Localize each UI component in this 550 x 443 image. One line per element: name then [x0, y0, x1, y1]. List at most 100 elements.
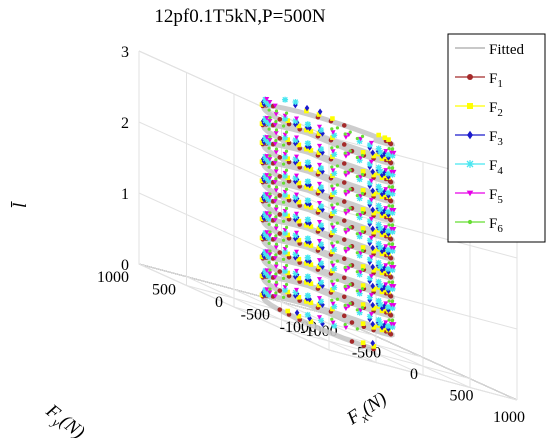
series-point [355, 270, 359, 274]
series-point [375, 145, 382, 152]
series-f5 [264, 97, 397, 330]
series-point [389, 209, 396, 216]
series-point [262, 191, 269, 198]
series-point [293, 287, 300, 293]
series-point [308, 129, 314, 134]
series-point [388, 188, 394, 193]
legend-label: Fitted [489, 42, 525, 58]
series-point [356, 195, 363, 202]
series-point [348, 263, 352, 268]
series-point [371, 306, 377, 311]
legend-entry-f1: F1 [455, 71, 503, 90]
series-point [281, 257, 286, 261]
series-point [265, 272, 272, 279]
legend-box [447, 33, 546, 243]
series-point [273, 169, 279, 174]
series-point [274, 177, 278, 181]
series-point [316, 150, 322, 155]
series-point [358, 308, 364, 313]
series-point [356, 214, 363, 221]
series-point [360, 207, 366, 212]
series-point [318, 279, 325, 286]
series-point [304, 254, 311, 261]
series-point [282, 210, 289, 217]
series-point [267, 260, 271, 264]
series-point [390, 280, 394, 285]
series-point [343, 268, 349, 273]
series-point [356, 252, 363, 259]
series-point [377, 149, 384, 156]
series-point [308, 281, 314, 286]
series-point [320, 282, 325, 289]
series-point [335, 240, 340, 244]
series-point [272, 179, 278, 185]
series-point [330, 298, 334, 302]
legend-label-sub: 3 [497, 136, 503, 148]
series-point [348, 301, 352, 306]
series-point [346, 266, 352, 271]
series-point [371, 248, 377, 254]
series-point [282, 189, 288, 195]
series-point [377, 263, 384, 270]
series-point [341, 294, 347, 300]
series-point [377, 206, 384, 213]
series-point [360, 150, 366, 155]
series-point [318, 165, 325, 172]
series-point [390, 299, 394, 304]
series-point [360, 245, 366, 250]
series-point [272, 255, 278, 261]
series-point [375, 259, 382, 266]
series-point [307, 162, 312, 170]
series-point [277, 212, 283, 217]
series-point [356, 157, 363, 164]
series-point [370, 206, 376, 214]
series-point [284, 206, 289, 210]
series-point [292, 156, 299, 163]
series-point [386, 287, 391, 295]
series-point [383, 263, 389, 268]
series-point [335, 259, 340, 263]
series-point [307, 124, 312, 132]
series-point [335, 221, 340, 225]
series-point [272, 141, 278, 147]
series-point [330, 203, 334, 207]
series-point [277, 288, 283, 293]
series-point [316, 283, 322, 289]
series-point [377, 187, 384, 194]
series-point [268, 249, 272, 253]
series-point [387, 223, 391, 227]
series-point [382, 173, 388, 179]
series-point [385, 189, 391, 196]
series-point [272, 236, 278, 242]
series-point [349, 339, 355, 344]
series-point [282, 228, 288, 233]
series-point [366, 256, 373, 263]
series-point [304, 108, 309, 114]
series-point [382, 268, 388, 274]
series-point [308, 205, 314, 210]
series-point [304, 197, 311, 204]
series-point [370, 282, 376, 290]
legend-label-sub: 4 [497, 165, 503, 177]
series-point [282, 172, 289, 179]
x-axis-label: Fx(N) [342, 388, 390, 429]
series-point [383, 301, 389, 306]
series-point [371, 172, 377, 178]
series-point [282, 151, 288, 157]
z-tick-label: 1 [121, 186, 129, 203]
series-point [355, 213, 359, 217]
series-point [286, 293, 292, 298]
series-point [331, 132, 338, 139]
series-point [307, 200, 312, 208]
series-point [375, 278, 382, 285]
series-point [277, 269, 283, 274]
legend-swatch-marker [467, 219, 473, 225]
series-point [273, 283, 279, 288]
series-point [265, 215, 272, 222]
series-point [355, 155, 359, 160]
series-point [267, 271, 273, 276]
series-point [330, 206, 336, 211]
